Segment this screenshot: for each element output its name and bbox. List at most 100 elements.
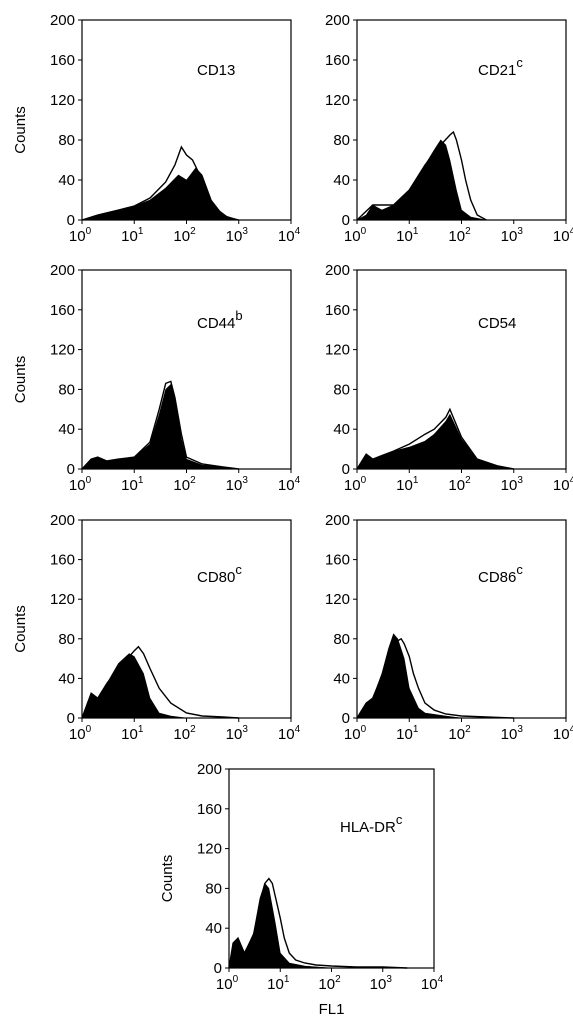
x-tick-label: 103 — [501, 475, 524, 494]
x-tick-label: 101 — [121, 724, 144, 743]
x-tick-exponent: 1 — [138, 724, 144, 735]
x-tick-base: 10 — [448, 726, 465, 743]
x-tick-base: 10 — [226, 228, 243, 245]
histogram-filled-series — [356, 139, 487, 221]
y-tick-label: 80 — [205, 880, 222, 897]
x-tick-base: 10 — [553, 477, 570, 494]
x-tick-exponent: 2 — [465, 226, 471, 237]
histogram-filled-series — [356, 413, 514, 470]
x-tick-exponent: 3 — [517, 226, 523, 237]
x-tick-base: 10 — [448, 477, 465, 494]
x-tick-label: 101 — [396, 724, 419, 743]
x-tick-label: 104 — [278, 475, 301, 494]
y-tick-label: 120 — [325, 342, 350, 359]
y-tick-label: 120 — [50, 342, 75, 359]
x-tick-exponent: 1 — [413, 226, 419, 237]
x-tick-base: 10 — [396, 726, 413, 743]
y-tick-label: 0 — [342, 710, 350, 727]
plot-frame — [81, 269, 292, 470]
histogram-filled-series — [81, 383, 239, 470]
plot-frame — [356, 19, 567, 221]
x-tick-base: 10 — [121, 228, 138, 245]
x-tick-label: 100 — [69, 724, 92, 743]
x-tick-exponent: 4 — [438, 974, 444, 985]
y-tick-label: 80 — [58, 631, 75, 648]
x-tick-base: 10 — [278, 228, 295, 245]
x-tick-label: 103 — [501, 724, 524, 743]
x-tick-label: 103 — [226, 724, 249, 743]
y-tick-label: 120 — [325, 591, 350, 608]
y-tick-label: 40 — [205, 920, 222, 937]
y-tick-label: 200 — [325, 262, 350, 279]
x-tick-base: 10 — [173, 228, 190, 245]
x-tick-label: 100 — [69, 475, 92, 494]
marker-label: CD44b — [197, 308, 243, 332]
histogram-filled-series — [81, 653, 187, 719]
marker-label: CD80c — [197, 562, 242, 586]
marker-superscript: c — [235, 562, 242, 577]
x-tick-label: 101 — [121, 226, 144, 245]
x-tick-label: 101 — [121, 475, 144, 494]
x-tick-base: 10 — [501, 228, 518, 245]
x-tick-exponent: 1 — [284, 974, 290, 985]
x-tick-label: 103 — [226, 475, 249, 494]
y-tick-label: 40 — [333, 421, 350, 438]
y-tick-label: 200 — [325, 12, 350, 29]
x-tick-base: 10 — [267, 976, 284, 993]
x-tick-base: 10 — [396, 477, 413, 494]
histogram-outline-series — [81, 380, 239, 470]
y-axis-label: Counts — [12, 356, 29, 404]
y-tick-label: 0 — [67, 461, 75, 478]
x-tick-base: 10 — [121, 477, 138, 494]
x-tick-label: 104 — [278, 724, 301, 743]
y-tick-label: 40 — [333, 670, 350, 687]
x-tick-label: 104 — [553, 475, 573, 494]
x-tick-base: 10 — [318, 976, 335, 993]
marker-name: CD80 — [197, 569, 235, 586]
x-tick-label: 102 — [173, 226, 196, 245]
x-tick-label: 102 — [318, 974, 341, 993]
marker-superscript: b — [235, 308, 242, 323]
y-tick-label: 80 — [333, 631, 350, 648]
x-axis-label: FL1 — [319, 1001, 345, 1018]
x-tick-exponent: 0 — [86, 226, 92, 237]
x-tick-exponent: 4 — [295, 475, 301, 486]
y-tick-label: 0 — [214, 960, 222, 977]
marker-name: CD21 — [478, 62, 516, 79]
y-tick-label: 200 — [50, 512, 75, 529]
y-tick-label: 0 — [342, 461, 350, 478]
x-tick-exponent: 1 — [413, 475, 419, 486]
histogram-outline-series — [356, 407, 514, 470]
x-tick-base: 10 — [344, 726, 361, 743]
y-tick-label: 120 — [197, 841, 222, 858]
x-tick-exponent: 2 — [465, 475, 471, 486]
y-axis-label: Counts — [12, 106, 29, 154]
marker-label: HLA-DRc — [340, 812, 403, 836]
y-tick-label: 160 — [50, 302, 75, 319]
x-tick-label: 102 — [173, 724, 196, 743]
y-tick-label: 200 — [197, 761, 222, 778]
y-tick-label: 160 — [50, 552, 75, 569]
x-tick-base: 10 — [370, 976, 387, 993]
x-tick-base: 10 — [173, 477, 190, 494]
x-tick-label: 101 — [267, 974, 290, 993]
x-tick-label: 100 — [344, 475, 367, 494]
x-tick-exponent: 3 — [242, 226, 248, 237]
x-tick-exponent: 3 — [242, 724, 248, 735]
y-tick-label: 40 — [333, 172, 350, 189]
x-tick-base: 10 — [396, 228, 413, 245]
y-tick-label: 80 — [333, 381, 350, 398]
x-tick-exponent: 3 — [517, 475, 523, 486]
x-tick-exponent: 3 — [242, 475, 248, 486]
x-tick-base: 10 — [226, 477, 243, 494]
x-tick-label: 102 — [448, 475, 471, 494]
y-axis-label: Counts — [159, 855, 176, 903]
histogram-filled-series — [356, 633, 462, 719]
y-tick-label: 80 — [58, 381, 75, 398]
x-tick-label: 101 — [396, 475, 419, 494]
x-tick-exponent: 2 — [190, 226, 196, 237]
